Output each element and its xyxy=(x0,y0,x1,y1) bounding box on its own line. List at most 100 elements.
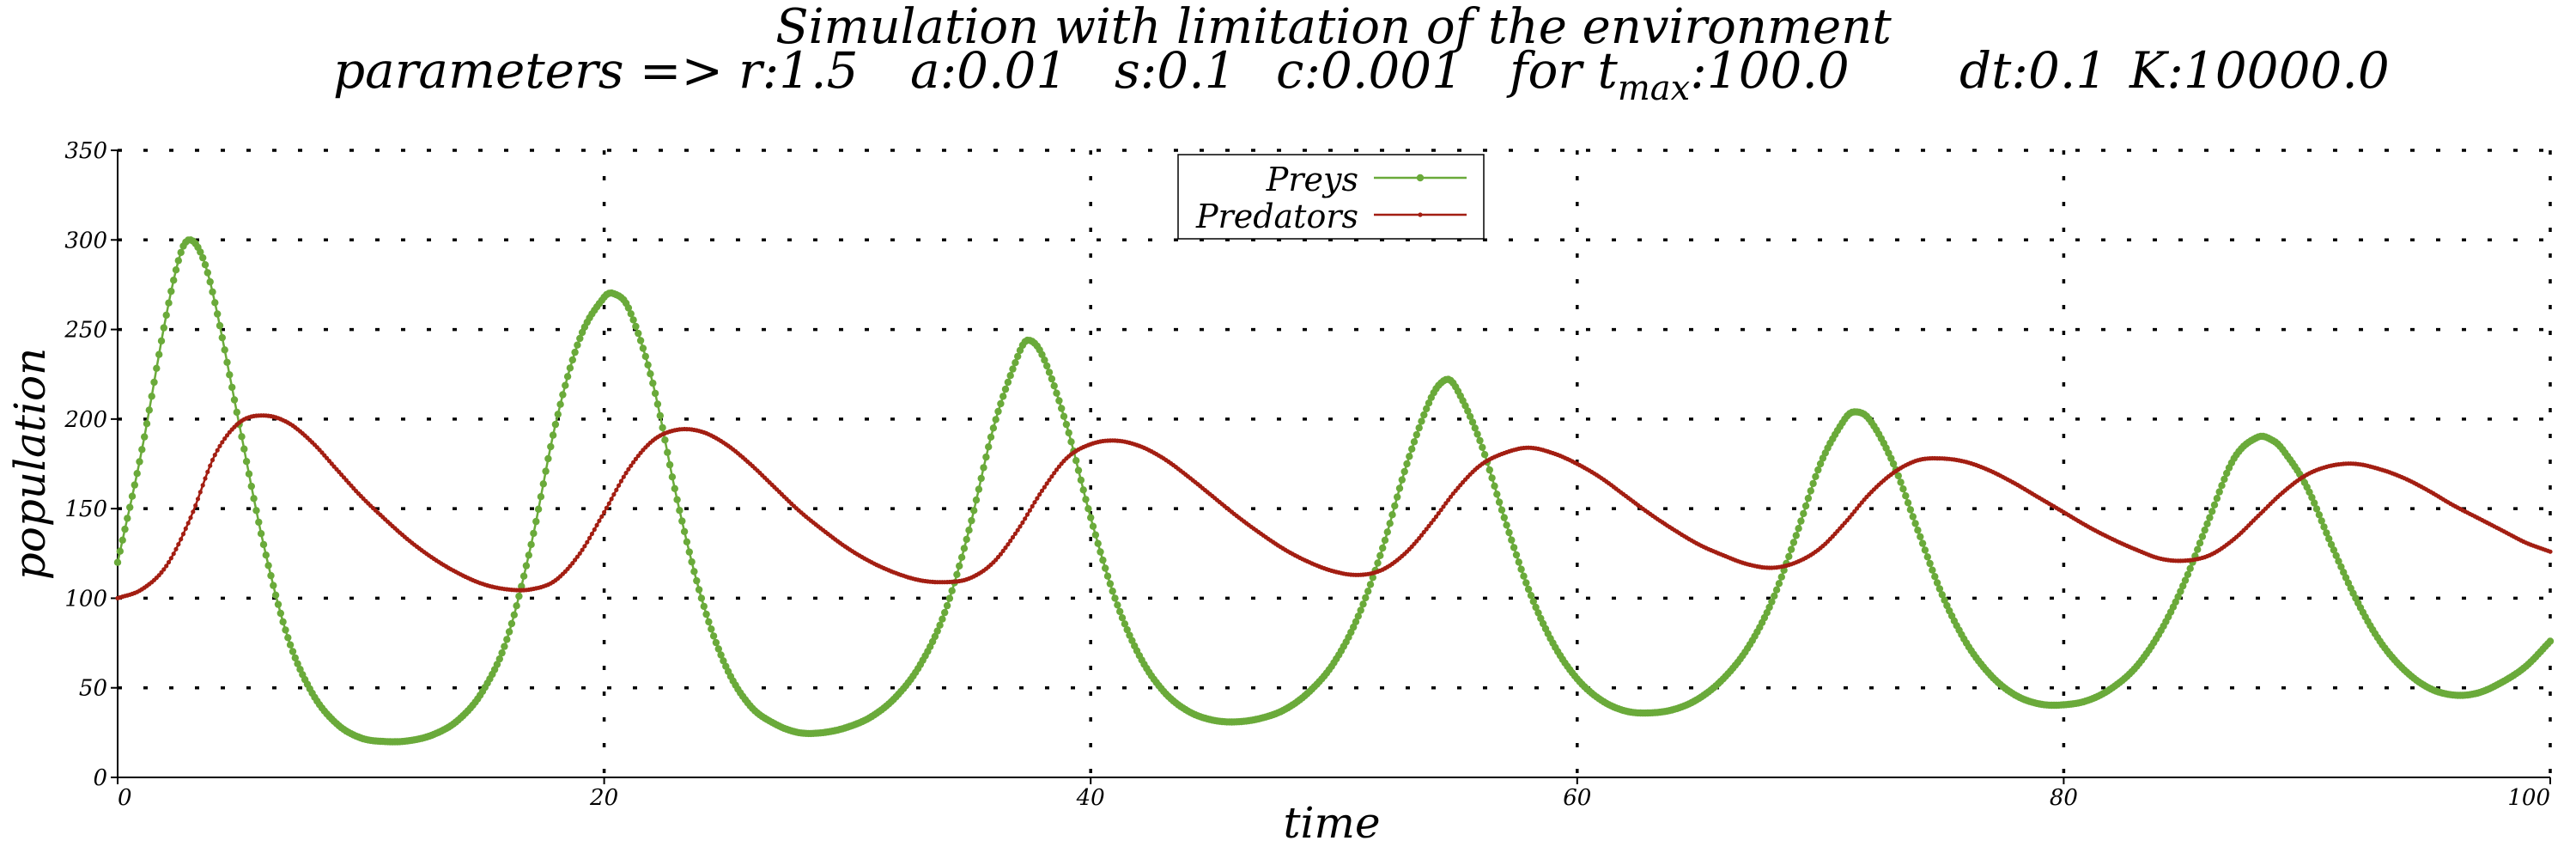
data-point xyxy=(133,470,141,478)
data-point xyxy=(206,277,214,286)
data-point xyxy=(618,478,624,484)
data-point xyxy=(2179,582,2187,590)
data-point xyxy=(609,497,614,502)
data-point xyxy=(1466,412,1474,420)
data-point xyxy=(1899,485,1907,493)
data-point xyxy=(250,495,258,503)
data-point xyxy=(1524,585,1533,594)
data-point xyxy=(1515,558,1523,566)
data-point xyxy=(633,456,639,462)
data-point xyxy=(678,517,686,525)
data-point xyxy=(1498,506,1506,514)
y-tick-label-two-fifty: 250 xyxy=(64,318,107,344)
data-point xyxy=(980,464,987,472)
data-point xyxy=(635,329,642,338)
data-point xyxy=(1429,521,1434,526)
data-point xyxy=(223,358,231,366)
data-point xyxy=(688,557,696,566)
data-point xyxy=(264,562,272,570)
data-point xyxy=(174,257,182,265)
data-point xyxy=(1804,494,1813,503)
data-point xyxy=(573,557,578,563)
legend-swatch-predators xyxy=(1374,212,1467,217)
data-point xyxy=(1383,528,1392,536)
data-point xyxy=(578,328,586,337)
data-point xyxy=(177,248,185,257)
data-point xyxy=(673,496,681,503)
data-point xyxy=(1403,460,1411,468)
data-point xyxy=(1352,618,1360,625)
data-point xyxy=(1406,453,1413,460)
data-point xyxy=(136,458,143,466)
data-point xyxy=(1037,492,1042,497)
data-point xyxy=(994,407,1002,416)
data-point xyxy=(507,619,516,628)
x-tick-label-100: 100 xyxy=(2507,785,2550,811)
data-point xyxy=(1039,488,1045,493)
subtitle-param-r: r:1.5 xyxy=(738,41,859,100)
data-point xyxy=(1491,482,1498,490)
data-point xyxy=(1914,527,1922,534)
data-point xyxy=(568,356,576,364)
data-point xyxy=(602,509,607,515)
data-point xyxy=(997,399,1005,408)
data-point xyxy=(1450,491,1455,497)
data-point xyxy=(1000,548,1005,554)
data-point xyxy=(594,522,599,528)
data-point xyxy=(697,594,706,602)
data-point xyxy=(505,628,513,636)
data-point xyxy=(1055,397,1063,405)
data-point xyxy=(956,562,963,570)
data-point xyxy=(2320,523,2328,531)
data-point xyxy=(199,253,207,262)
data-point xyxy=(649,379,657,387)
data-point xyxy=(576,334,584,343)
data-point xyxy=(1060,412,1068,420)
data-point xyxy=(623,471,629,476)
data-point xyxy=(1792,532,1800,539)
subtitle-param-c: c:0.001 xyxy=(1276,41,1463,100)
data-point xyxy=(617,483,622,488)
series-preys xyxy=(113,236,2555,746)
data-point xyxy=(294,660,301,667)
data-point xyxy=(2194,545,2202,553)
data-point xyxy=(1082,496,1090,503)
data-point xyxy=(585,539,590,545)
data-point xyxy=(1376,551,1384,559)
data-point xyxy=(1520,572,1528,580)
data-point xyxy=(651,389,659,398)
data-point xyxy=(1532,603,1540,612)
legend-swatch-preys xyxy=(1374,174,1467,182)
data-point xyxy=(131,481,138,489)
data-point xyxy=(217,443,222,448)
data-point xyxy=(1464,407,1472,415)
data-point xyxy=(1027,508,1032,513)
data-point xyxy=(599,514,605,519)
data-point xyxy=(267,571,275,580)
data-point xyxy=(551,420,560,429)
data-point xyxy=(1850,512,1855,517)
data-point xyxy=(577,551,582,556)
data-point xyxy=(221,346,228,354)
data-point xyxy=(1410,438,1419,446)
data-point xyxy=(1386,520,1394,527)
data-point xyxy=(1041,356,1048,364)
data-point xyxy=(1425,399,1433,407)
data-point xyxy=(495,655,503,663)
data-point xyxy=(1374,559,1382,567)
data-point xyxy=(1030,503,1035,509)
data-point xyxy=(164,564,169,569)
data-point xyxy=(1067,438,1075,446)
data-point xyxy=(240,445,248,453)
data-point xyxy=(218,333,226,342)
data-point xyxy=(1354,612,1363,620)
y-tick-label-three-fifty: 350 xyxy=(64,138,107,164)
data-point xyxy=(2548,549,2553,554)
data-point xyxy=(1004,378,1012,387)
data-point xyxy=(527,540,535,549)
subtitle-tmax-prefix: for t xyxy=(1506,41,1619,100)
data-point xyxy=(632,322,640,331)
data-point xyxy=(621,474,626,479)
data-point xyxy=(1089,522,1097,530)
data-point xyxy=(676,507,683,515)
